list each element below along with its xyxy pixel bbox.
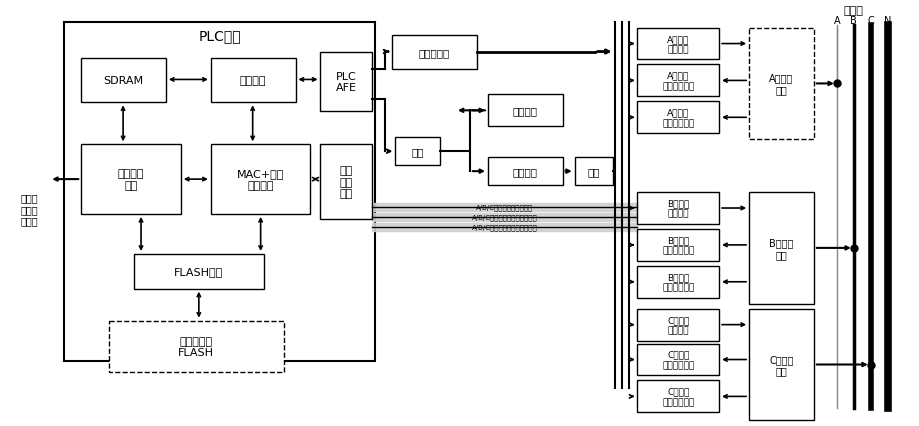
Text: 电力线: 电力线: [844, 6, 864, 16]
Bar: [749, 309, 814, 420]
Bar: [210, 58, 296, 103]
Bar: [488, 95, 562, 127]
Bar: [749, 29, 814, 140]
Text: A相测试
输入可控通道: A相测试 输入可控通道: [663, 108, 695, 128]
Text: B: B: [850, 16, 857, 26]
Bar: [638, 230, 720, 261]
Text: C: C: [868, 16, 874, 26]
Text: MAC+对路
处理部分: MAC+对路 处理部分: [237, 169, 284, 190]
Bar: [638, 309, 720, 341]
Text: 衰减: 衰减: [587, 167, 600, 177]
Text: 电表或
集中器
侧接口: 电表或 集中器 侧接口: [20, 193, 39, 226]
Text: N: N: [884, 16, 891, 26]
Bar: [109, 321, 284, 373]
Bar: [321, 145, 372, 219]
Bar: [638, 380, 720, 412]
Text: 测试滤波: 测试滤波: [513, 167, 538, 177]
Bar: [134, 254, 264, 289]
Text: B相载波
输入可控通道: B相载波 输入可控通道: [663, 236, 695, 255]
Text: A/B/C相测试通道可控通道控制: A/B/C相测试通道可控通道控制: [472, 224, 538, 231]
Text: PLC
AFE: PLC AFE: [335, 72, 357, 93]
Text: 调制解调: 调制解调: [240, 76, 267, 86]
Text: 衰器: 衰器: [412, 147, 424, 157]
Text: B相耦合
电路: B相耦合 电路: [769, 238, 794, 259]
Bar: [81, 58, 166, 103]
Text: 功率放大器: 功率放大器: [419, 48, 450, 58]
Text: 通道
控制
部分: 通道 控制 部分: [340, 166, 353, 199]
Text: B相输出
可控通道: B相输出 可控通道: [667, 199, 689, 218]
Bar: [638, 29, 720, 60]
Text: 载波滤波: 载波滤波: [513, 106, 538, 116]
Bar: [749, 193, 814, 304]
Text: C相耦合
电路: C相耦合 电路: [769, 354, 794, 375]
Bar: [81, 145, 181, 215]
Text: C相输出
可控通道: C相输出 可控通道: [667, 315, 689, 334]
Text: 程序和数据
FLASH: 程序和数据 FLASH: [178, 336, 214, 357]
Text: 应用功能
部分: 应用功能 部分: [118, 169, 144, 190]
Bar: [395, 138, 440, 166]
Text: C相载波
输入可控通道: C相载波 输入可控通道: [663, 350, 695, 369]
Text: FLASH接口: FLASH接口: [175, 267, 223, 276]
Text: A相耦合
电路: A相耦合 电路: [769, 73, 794, 95]
Bar: [638, 266, 720, 298]
Bar: [64, 23, 375, 361]
Bar: [638, 65, 720, 97]
Text: A: A: [834, 16, 840, 26]
Bar: [638, 344, 720, 376]
Text: A相输出
可控通道: A相输出 可控通道: [667, 35, 689, 54]
Text: PLC芯片: PLC芯片: [199, 29, 241, 43]
Bar: [210, 145, 311, 215]
Bar: [392, 35, 477, 70]
Text: B相测试
输入可控通道: B相测试 输入可控通道: [663, 273, 695, 292]
Bar: [488, 158, 562, 186]
Bar: [638, 193, 720, 225]
Text: SDRAM: SDRAM: [104, 76, 143, 86]
Bar: [638, 102, 720, 134]
Bar: [321, 52, 372, 112]
Text: A/B/C相发送通道可控控制: A/B/C相发送通道可控控制: [476, 204, 533, 211]
Text: A相载波
输入可控通道: A相载波 输入可控通道: [663, 72, 695, 91]
Text: A/B/C相载波发送通道可控控制: A/B/C相载波发送通道可控控制: [472, 214, 538, 221]
Text: C相测试
输入可控通道: C相测试 输入可控通道: [663, 387, 695, 406]
Bar: [574, 158, 612, 186]
